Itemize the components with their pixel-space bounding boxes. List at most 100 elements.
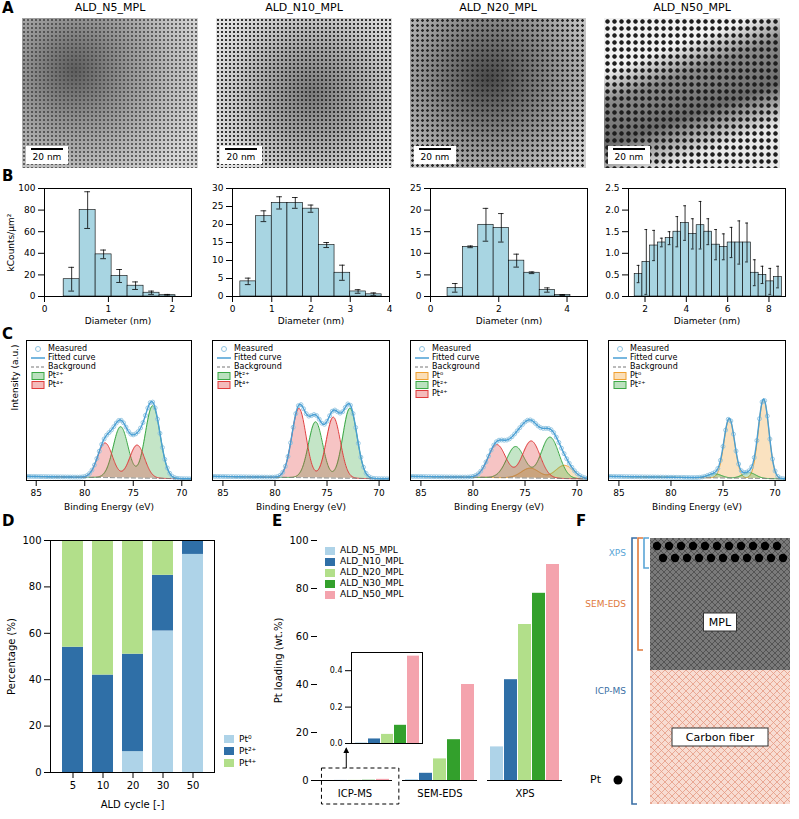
svg-text:1: 1	[269, 304, 275, 314]
svg-text:30: 30	[212, 183, 224, 193]
svg-text:XPS: XPS	[609, 548, 627, 558]
svg-text:1: 1	[106, 304, 112, 314]
svg-text:Binding Energy (eV): Binding Energy (eV)	[64, 502, 154, 512]
svg-text:kCounts/µm²: kCounts/µm²	[6, 213, 16, 271]
svg-text:15: 15	[212, 237, 223, 247]
svg-text:0: 0	[218, 291, 224, 301]
svg-text:Binding Energy (eV): Binding Energy (eV)	[256, 502, 346, 512]
svg-text:0.4: 0.4	[330, 666, 343, 675]
svg-text:4: 4	[387, 304, 393, 314]
svg-text:25: 25	[212, 201, 223, 211]
svg-text:0: 0	[35, 767, 41, 778]
svg-text:2.0: 2.0	[605, 205, 620, 215]
svg-text:50: 50	[187, 780, 200, 791]
svg-text:60: 60	[24, 227, 36, 237]
svg-text:1.5: 1.5	[605, 227, 619, 237]
svg-text:20: 20	[127, 780, 140, 791]
svg-text:0.5: 0.5	[605, 270, 619, 280]
svg-text:80: 80	[296, 583, 309, 594]
svg-text:Pt loading (wt.%): Pt loading (wt.%)	[273, 618, 284, 704]
svg-text:80: 80	[467, 488, 479, 498]
svg-text:70: 70	[176, 488, 188, 498]
svg-text:0.0: 0.0	[330, 739, 343, 747]
svg-text:100: 100	[289, 535, 308, 546]
svg-text:Diameter (nm): Diameter (nm)	[85, 316, 151, 326]
svg-text:80: 80	[24, 205, 36, 215]
svg-text:0: 0	[302, 775, 308, 786]
svg-text:85: 85	[415, 488, 426, 498]
svg-text:5: 5	[70, 780, 76, 791]
svg-text:75: 75	[321, 488, 332, 498]
svg-text:SEM-EDS: SEM-EDS	[585, 599, 626, 609]
svg-text:0: 0	[428, 304, 434, 314]
svg-text:20: 20	[24, 270, 36, 280]
svg-text:2: 2	[169, 304, 175, 314]
svg-text:6: 6	[725, 304, 731, 314]
svg-text:60: 60	[296, 631, 309, 642]
svg-text:Pt: Pt	[590, 773, 602, 786]
svg-text:0: 0	[230, 304, 236, 314]
svg-text:75: 75	[519, 488, 530, 498]
svg-text:70: 70	[571, 488, 583, 498]
svg-text:5: 5	[218, 273, 224, 283]
svg-text:4: 4	[683, 304, 689, 314]
svg-text:40: 40	[24, 248, 36, 258]
svg-text:10: 10	[97, 780, 110, 791]
svg-text:75: 75	[128, 488, 139, 498]
svg-text:3: 3	[347, 304, 353, 314]
svg-text:0: 0	[416, 291, 422, 301]
svg-text:20: 20	[410, 205, 422, 215]
svg-text:70: 70	[373, 488, 385, 498]
svg-text:85: 85	[217, 488, 228, 498]
svg-text:ALD cycle [-]: ALD cycle [-]	[101, 799, 165, 810]
svg-text:20: 20	[29, 720, 42, 731]
svg-text:75: 75	[717, 488, 728, 498]
svg-text:ICP-MS: ICP-MS	[595, 686, 626, 696]
svg-text:15: 15	[410, 227, 421, 237]
svg-text:0: 0	[30, 291, 36, 301]
svg-text:XPS: XPS	[515, 788, 534, 799]
svg-text:SEM-EDS: SEM-EDS	[417, 788, 462, 799]
svg-text:1.0: 1.0	[605, 248, 620, 258]
svg-text:30: 30	[157, 780, 170, 791]
svg-text:ICP-MS: ICP-MS	[338, 788, 372, 799]
svg-text:0.0: 0.0	[605, 291, 620, 301]
svg-text:8: 8	[766, 304, 772, 314]
svg-text:100: 100	[22, 535, 41, 546]
svg-text:Diameter (nm): Diameter (nm)	[476, 316, 542, 326]
svg-text:10: 10	[410, 248, 422, 258]
svg-text:2: 2	[642, 304, 648, 314]
svg-text:80: 80	[29, 581, 42, 592]
svg-text:20: 20	[296, 727, 309, 738]
svg-text:25: 25	[410, 183, 421, 193]
svg-text:Percentage (%): Percentage (%)	[6, 618, 17, 695]
svg-text:80: 80	[665, 488, 677, 498]
svg-text:40: 40	[29, 674, 42, 685]
svg-text:0: 0	[42, 304, 48, 314]
html-text:ALD_N5_MPL: ALD_N5_MPL	[74, 1, 146, 14]
svg-text:Diameter (nm): Diameter (nm)	[278, 316, 344, 326]
svg-text:40: 40	[296, 679, 309, 690]
svg-text:5: 5	[416, 270, 422, 280]
svg-text:100: 100	[18, 183, 35, 193]
svg-text:0.2: 0.2	[330, 702, 343, 711]
svg-text:20: 20	[212, 219, 224, 229]
svg-text:2: 2	[496, 304, 502, 314]
svg-text:80: 80	[79, 488, 91, 498]
svg-text:Carbon fiber: Carbon fiber	[686, 731, 755, 744]
svg-text:4: 4	[564, 304, 570, 314]
svg-text:2: 2	[308, 304, 314, 314]
svg-text:60: 60	[29, 628, 42, 639]
svg-text:80: 80	[269, 488, 281, 498]
svg-text:2.5: 2.5	[605, 183, 619, 193]
svg-text:70: 70	[769, 488, 781, 498]
svg-text:Intensity (a.u.): Intensity (a.u.)	[10, 345, 20, 411]
svg-text:Diameter (nm): Diameter (nm)	[674, 316, 740, 326]
svg-text:10: 10	[212, 255, 224, 265]
svg-text:MPL: MPL	[709, 616, 732, 629]
svg-text:Binding Energy (eV): Binding Energy (eV)	[652, 502, 742, 512]
svg-text:Binding Energy (eV): Binding Energy (eV)	[454, 502, 544, 512]
svg-text:85: 85	[613, 488, 624, 498]
svg-text:85: 85	[30, 488, 41, 498]
html-text:ALD_N10_MPL: ALD_N10_MPL	[265, 1, 343, 14]
